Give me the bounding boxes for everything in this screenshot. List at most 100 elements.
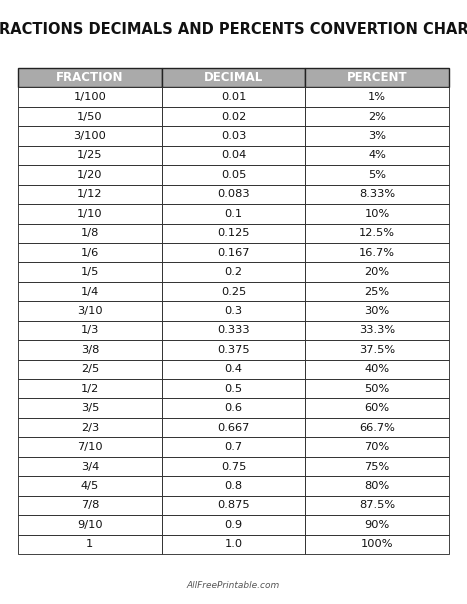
Bar — [18, 496, 162, 515]
Bar — [18, 146, 162, 165]
Bar — [305, 204, 449, 223]
Text: 0.7: 0.7 — [225, 442, 242, 452]
Text: 1/2: 1/2 — [81, 384, 99, 394]
Bar — [162, 185, 305, 204]
Text: 0.083: 0.083 — [217, 190, 250, 199]
Bar — [305, 535, 449, 554]
Bar — [18, 437, 162, 457]
Bar — [305, 359, 449, 379]
Bar — [305, 223, 449, 243]
Text: 12.5%: 12.5% — [359, 228, 395, 238]
Text: 40%: 40% — [365, 364, 390, 374]
Text: 0.375: 0.375 — [217, 345, 250, 355]
Bar — [18, 204, 162, 223]
Text: 90%: 90% — [365, 520, 390, 530]
Text: 80%: 80% — [365, 481, 390, 491]
Text: 33.3%: 33.3% — [359, 326, 395, 335]
Text: 5%: 5% — [368, 170, 386, 180]
Bar — [305, 418, 449, 437]
Text: 0.25: 0.25 — [221, 286, 246, 297]
Bar — [305, 301, 449, 321]
Text: 0.1: 0.1 — [225, 209, 242, 219]
Text: 9/10: 9/10 — [77, 520, 103, 530]
Bar — [162, 146, 305, 165]
Text: 7/8: 7/8 — [81, 500, 99, 510]
Text: 2%: 2% — [368, 112, 386, 121]
Bar — [162, 223, 305, 243]
Text: 4%: 4% — [368, 150, 386, 161]
Text: 37.5%: 37.5% — [359, 345, 395, 355]
Text: 1/6: 1/6 — [81, 248, 99, 258]
Text: AllFreePrintable.com: AllFreePrintable.com — [187, 580, 280, 590]
Text: 0.875: 0.875 — [217, 500, 250, 510]
Bar — [305, 476, 449, 496]
Text: 1: 1 — [86, 539, 93, 549]
Text: DECIMAL: DECIMAL — [204, 71, 263, 84]
Bar — [162, 340, 305, 359]
Text: 1/8: 1/8 — [81, 228, 99, 238]
Text: 0.125: 0.125 — [217, 228, 250, 238]
Text: FRACTION: FRACTION — [56, 71, 124, 84]
Text: 20%: 20% — [365, 267, 390, 277]
Text: 0.333: 0.333 — [217, 326, 250, 335]
Text: 3/8: 3/8 — [81, 345, 99, 355]
Bar — [162, 379, 305, 399]
Text: 0.4: 0.4 — [225, 364, 242, 374]
Text: 7/10: 7/10 — [77, 442, 103, 452]
Text: 3/5: 3/5 — [81, 403, 99, 413]
Text: 16.7%: 16.7% — [359, 248, 395, 258]
Bar — [305, 515, 449, 535]
Bar — [162, 359, 305, 379]
Text: 0.75: 0.75 — [221, 461, 246, 472]
Bar — [162, 262, 305, 282]
Text: 0.01: 0.01 — [221, 92, 246, 102]
Text: 100%: 100% — [361, 539, 393, 549]
Text: PERCENT: PERCENT — [347, 71, 408, 84]
Bar — [18, 126, 162, 146]
Text: 0.3: 0.3 — [225, 306, 242, 316]
Bar — [18, 243, 162, 262]
Bar — [305, 457, 449, 476]
Bar — [162, 437, 305, 457]
Text: 1/20: 1/20 — [77, 170, 103, 180]
Bar — [305, 340, 449, 359]
Bar — [162, 457, 305, 476]
Bar — [305, 126, 449, 146]
Bar — [18, 418, 162, 437]
Text: 25%: 25% — [365, 286, 390, 297]
Bar — [162, 535, 305, 554]
Text: 3%: 3% — [368, 131, 386, 141]
Bar — [162, 243, 305, 262]
Bar — [162, 165, 305, 185]
Bar — [305, 496, 449, 515]
Bar — [162, 418, 305, 437]
Bar — [18, 340, 162, 359]
Bar — [162, 204, 305, 223]
Text: 3/10: 3/10 — [77, 306, 103, 316]
Bar — [18, 165, 162, 185]
Text: 0.05: 0.05 — [221, 170, 246, 180]
Text: 66.7%: 66.7% — [359, 423, 395, 432]
Text: 1/3: 1/3 — [81, 326, 99, 335]
Bar — [305, 68, 449, 88]
Bar — [162, 282, 305, 301]
Text: 0.8: 0.8 — [225, 481, 242, 491]
Text: 1/12: 1/12 — [77, 190, 103, 199]
Bar — [305, 437, 449, 457]
Text: 2/3: 2/3 — [81, 423, 99, 432]
Bar — [162, 126, 305, 146]
Bar — [18, 535, 162, 554]
Text: 1/50: 1/50 — [77, 112, 103, 121]
Text: 50%: 50% — [365, 384, 390, 394]
Bar — [18, 107, 162, 126]
Text: 0.667: 0.667 — [217, 423, 250, 432]
Text: 30%: 30% — [365, 306, 390, 316]
Text: 1/100: 1/100 — [73, 92, 106, 102]
Text: 8.33%: 8.33% — [359, 190, 395, 199]
Bar — [162, 88, 305, 107]
Text: 3/100: 3/100 — [73, 131, 106, 141]
Bar — [305, 107, 449, 126]
Text: 0.9: 0.9 — [225, 520, 242, 530]
Bar — [18, 457, 162, 476]
Bar — [305, 282, 449, 301]
